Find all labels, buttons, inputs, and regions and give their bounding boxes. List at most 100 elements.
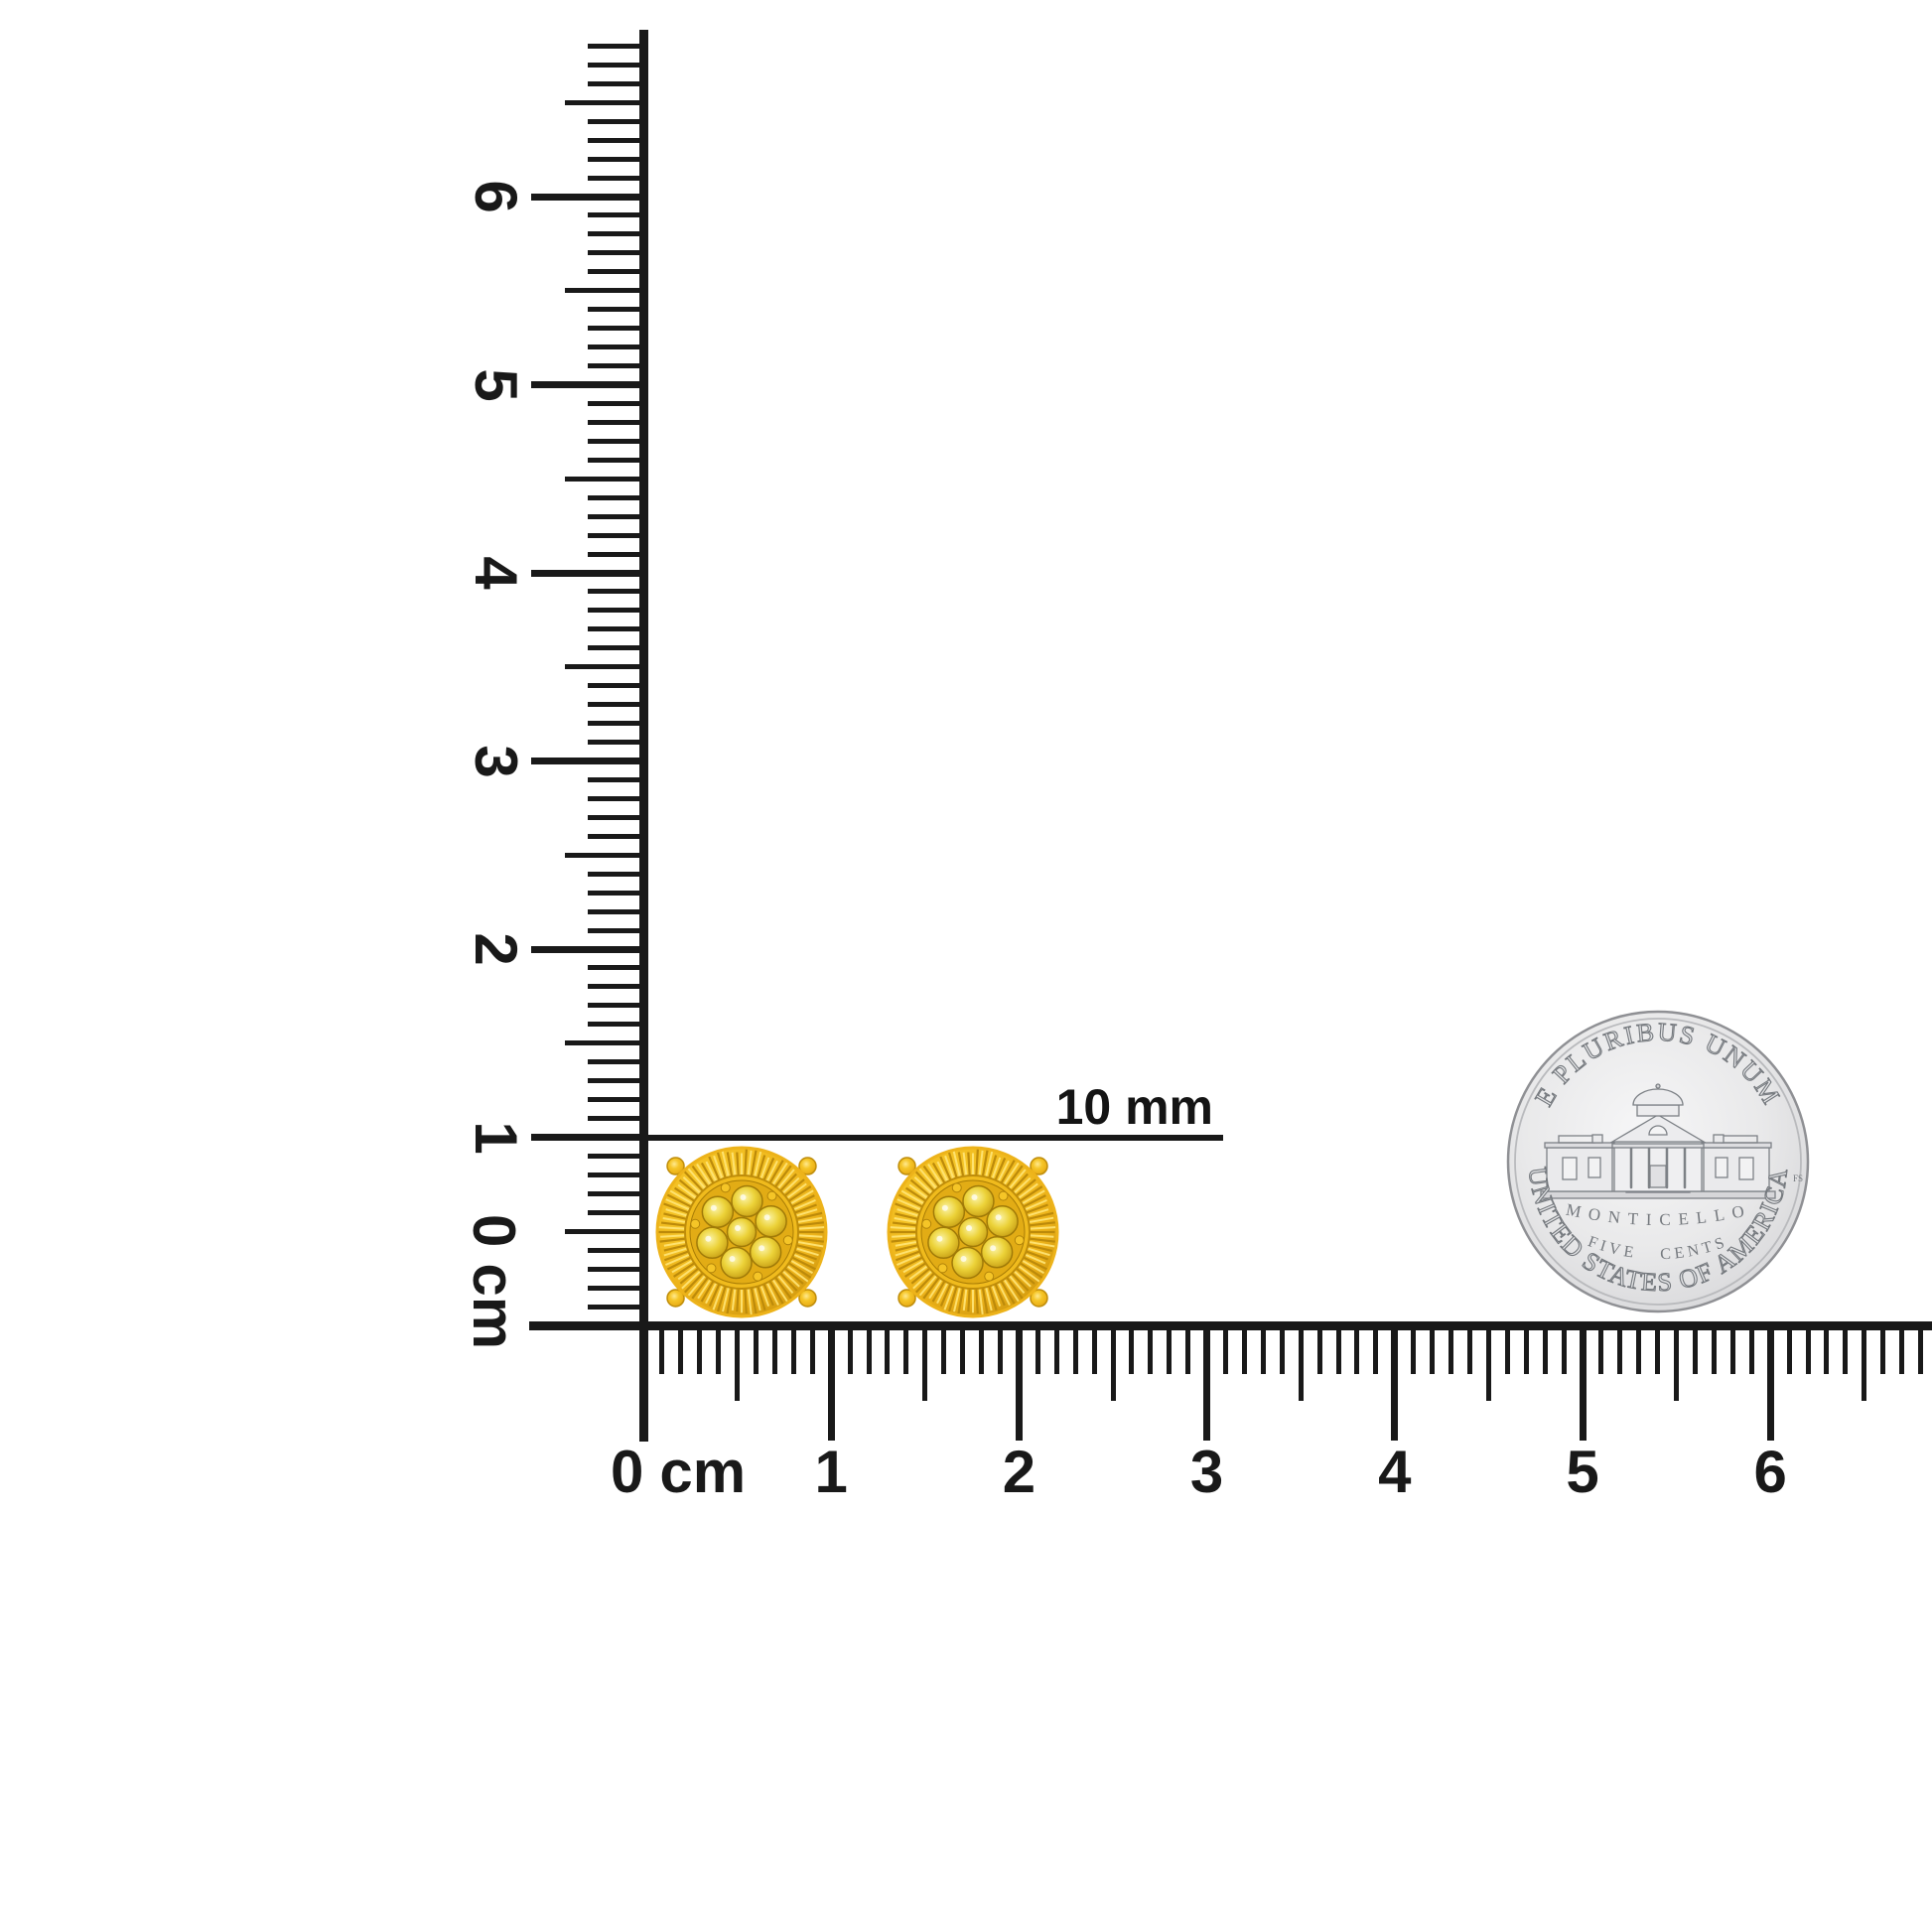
ruler-tick (1053, 1330, 1059, 1374)
ruler-tick (1411, 1330, 1417, 1374)
ruler-tick (1148, 1330, 1154, 1374)
ruler-tick (1711, 1330, 1717, 1374)
ruler-tick (588, 551, 641, 557)
ruler-tick (1542, 1330, 1548, 1374)
ruler-tick (1391, 1330, 1399, 1441)
ruler-tick (1693, 1330, 1699, 1374)
horizontal-ruler-cm-label: 3 (1189, 1439, 1224, 1505)
ruler-tick (1241, 1330, 1247, 1374)
ruler-tick (588, 1022, 641, 1028)
ruler-tick (1504, 1330, 1510, 1374)
ruler-tick (588, 118, 641, 124)
ruler-tick (588, 1266, 641, 1272)
measurement-line (645, 1135, 1223, 1141)
ruler-tick (1335, 1330, 1341, 1374)
ruler-tick (1918, 1330, 1924, 1374)
ruler-tick (588, 814, 641, 820)
ruler-tick (1298, 1330, 1304, 1401)
ruler-tick (588, 1190, 641, 1196)
ruler-tick (531, 1134, 641, 1141)
ruler-tick (885, 1330, 891, 1374)
ruler-tick (790, 1330, 796, 1374)
ruler-tick (1862, 1330, 1867, 1401)
horizontal-ruler-zero-label: 0 cm (584, 1442, 772, 1503)
ruler-tick (716, 1330, 722, 1374)
ruler-tick (1748, 1330, 1754, 1374)
ruler-tick (588, 1172, 641, 1177)
ruler-tick (565, 852, 641, 858)
ruler-tick (1561, 1330, 1567, 1374)
ruler-tick (588, 608, 641, 614)
ruler-tick (1354, 1330, 1360, 1374)
coin-inner-rim (1514, 1018, 1802, 1306)
ruler-tick (588, 833, 641, 839)
ruler-tick (588, 438, 641, 444)
ruler-tick (678, 1330, 684, 1374)
ruler-tick (1824, 1330, 1830, 1374)
ruler-tick (771, 1330, 777, 1374)
ruler-tick (588, 62, 641, 68)
ruler-tick (565, 288, 641, 294)
ruler-tick (588, 345, 641, 350)
ruler-tick (1805, 1330, 1811, 1374)
ruler-tick (588, 137, 641, 143)
ruler-tick (1035, 1330, 1040, 1374)
ruler-tick (588, 156, 641, 162)
ruler-tick (1279, 1330, 1285, 1374)
ruler-tick (922, 1330, 928, 1401)
ruler-tick (1316, 1330, 1322, 1374)
ruler-tick (588, 795, 641, 801)
ruler-tick (1786, 1330, 1792, 1374)
ruler-tick (697, 1330, 703, 1374)
measurement-label: 10 mm (1055, 1079, 1213, 1135)
ruler-tick (809, 1330, 815, 1374)
ruler-tick (1015, 1330, 1023, 1441)
ruler-tick (588, 1116, 641, 1122)
horizontal-ruler-cm-label: 5 (1566, 1439, 1599, 1505)
ruler-tick (1185, 1330, 1191, 1374)
ruler-tick (847, 1330, 853, 1374)
ruler-tick (588, 984, 641, 990)
ruler-tick (588, 363, 641, 369)
ruler-tick (531, 193, 641, 201)
ruler-tick (903, 1330, 909, 1374)
ruler-tick (1598, 1330, 1604, 1374)
ruler-tick (565, 1040, 641, 1046)
ruler-tick (1729, 1330, 1735, 1374)
vertical-ruler-spine (639, 30, 648, 1330)
ruler-tick (1110, 1330, 1116, 1401)
ruler-tick (565, 1228, 641, 1234)
ruler-tick (588, 702, 641, 708)
ruler-tick (588, 890, 641, 896)
ruler-tick (531, 758, 641, 764)
ruler-tick (1899, 1330, 1905, 1374)
ruler-tick (588, 1153, 641, 1159)
ruler-tick (588, 513, 641, 519)
ruler-tick (1674, 1330, 1680, 1401)
ruler-tick (659, 1330, 665, 1374)
ruler-tick (1091, 1330, 1097, 1374)
ruler-tick (588, 1003, 641, 1009)
ruler-tick (1880, 1330, 1886, 1374)
ruler-tick (735, 1330, 741, 1401)
ruler-tick (588, 231, 641, 237)
ruler-tick (588, 1078, 641, 1084)
ruler-tick (588, 80, 641, 86)
ruler-tick (754, 1330, 759, 1374)
ruler-tick (1430, 1330, 1436, 1374)
ruler-tick (997, 1330, 1003, 1374)
coin-designer-initials: FS (1793, 1173, 1803, 1183)
ruler-tick (588, 1059, 641, 1065)
ruler-tick (588, 589, 641, 595)
ruler-tick (531, 569, 641, 577)
ruler-tick (1766, 1330, 1774, 1441)
ruler-tick (1072, 1330, 1078, 1374)
ruler-tick (565, 99, 641, 105)
ruler-tick (866, 1330, 872, 1374)
ruler-tick (588, 908, 641, 914)
unit-label: cm (659, 1439, 747, 1505)
ruler-tick (588, 1247, 641, 1253)
ruler-tick (588, 494, 641, 500)
